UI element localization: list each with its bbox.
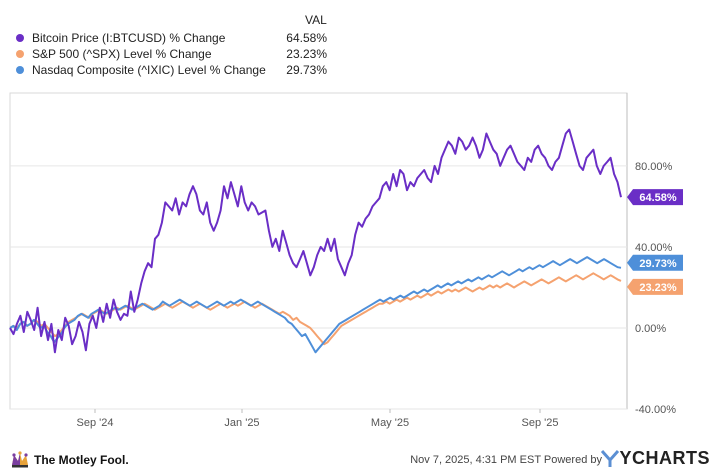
y-tick-label: 80.00% [635, 161, 673, 173]
series-lines [9, 128, 622, 354]
motley-fool-logo: The Motley Fool. [10, 451, 129, 469]
end-tag-shape [627, 189, 683, 206]
brand-text: The Motley Fool. [34, 453, 129, 467]
ycharts-logo: YCHARTS [601, 448, 710, 469]
series-line-sp500 [9, 272, 622, 346]
end-value-tags: 64.58% 23.23% 29.73% [627, 189, 683, 295]
legend-label-sp500: S&P 500 (^SPX) Level % Change [32, 47, 212, 61]
legend-dot-sp500 [16, 50, 24, 58]
end-tag-nasdaq: 29.73% [627, 254, 683, 271]
chart-canvas: VAL Bitcoin Price (I:BTCUSD) % Change 64… [9, 13, 683, 429]
x-tick-label: May '25 [371, 417, 409, 429]
legend-value-sp500: 23.23% [286, 47, 327, 61]
x-axis: Sep '24 Jan '25 May '25 Sep '25 [77, 409, 559, 429]
y-tick-label: -40.00% [635, 404, 676, 416]
x-tick-label: Sep '24 [77, 417, 114, 429]
legend-value-nasdaq: 29.73% [286, 63, 327, 77]
end-tag-label: 29.73% [639, 258, 677, 270]
x-tick-label: Sep '25 [522, 417, 559, 429]
legend-label-nasdaq: Nasdaq Composite (^IXIC) Level % Change [32, 63, 266, 77]
end-tag-label: 64.58% [639, 192, 677, 204]
series-line-nasdaq [9, 256, 622, 354]
end-tag-sp500: 23.23% [627, 278, 683, 295]
legend-value-bitcoin: 64.58% [286, 31, 327, 45]
footer: The Motley Fool. Nov 7, 2025, 4:31 PM ES… [0, 447, 720, 473]
legend: VAL Bitcoin Price (I:BTCUSD) % Change 64… [16, 13, 327, 77]
y-axis: 80.00% 40.00% 0.00% -40.00% [635, 161, 676, 416]
end-tag-shape [627, 254, 683, 271]
grid-lines [10, 165, 627, 410]
timestamp: Nov 7, 2025, 4:31 PM EST Powered by [410, 454, 602, 466]
legend-dot-nasdaq [16, 66, 24, 74]
series-line-bitcoin [9, 128, 622, 354]
y-tick-label: 0.00% [635, 323, 666, 335]
end-tag-bitcoin: 64.58% [627, 189, 683, 206]
legend-val-header: VAL [305, 13, 327, 27]
ycharts-y-icon [601, 449, 620, 467]
y-tick-label: 40.00% [635, 242, 673, 254]
end-tag-shape [627, 278, 683, 295]
end-tag-label: 23.23% [639, 282, 677, 294]
ycharts-text: YCHARTS [619, 448, 710, 468]
jester-hat-icon [12, 451, 28, 468]
legend-dot-bitcoin [16, 34, 24, 42]
legend-label-bitcoin: Bitcoin Price (I:BTCUSD) % Change [32, 31, 226, 45]
x-tick-label: Jan '25 [224, 417, 259, 429]
